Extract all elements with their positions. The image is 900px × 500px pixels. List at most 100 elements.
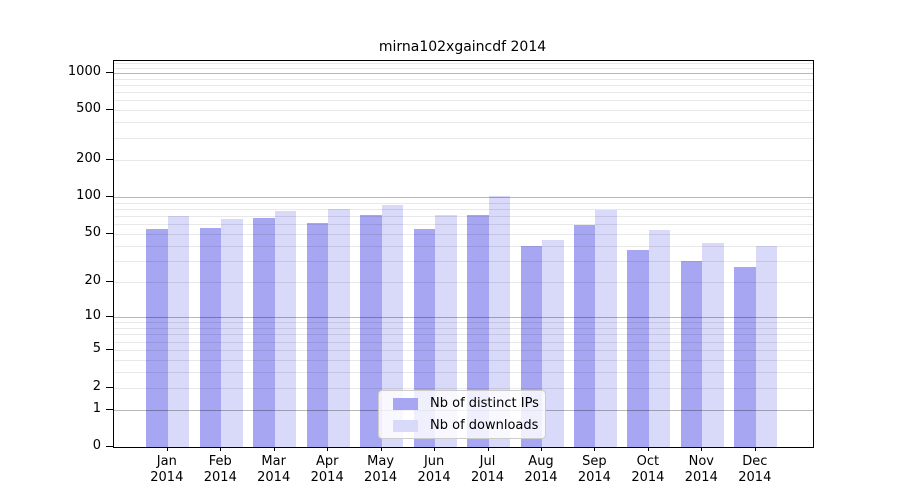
y-tick-mark: [106, 109, 113, 111]
x-tick-label: Jul 2014: [461, 454, 515, 486]
x-tick-label: Feb 2014: [193, 454, 247, 486]
bar-distinct-ips-jul: [467, 215, 489, 447]
x-tick-label: Jan 2014: [140, 454, 194, 486]
x-tick-label: Apr 2014: [300, 454, 354, 486]
minor-gridline: [114, 110, 813, 112]
x-tick-mark: [273, 447, 275, 451]
y-tick-mark: [106, 316, 113, 318]
minor-gridline: [114, 371, 813, 373]
y-tick-label: 1000: [67, 63, 101, 79]
x-tick-month: Apr: [315, 454, 339, 469]
x-tick-year: 2014: [524, 470, 558, 485]
y-tick-mark: [106, 386, 113, 388]
bar-distinct-ips-nov: [680, 261, 703, 447]
major-gridline: [114, 317, 813, 319]
legend: Nb of distinct IPs Nb of downloads: [378, 390, 546, 439]
minor-gridline: [114, 282, 813, 284]
bar-downloads-dec: [755, 245, 778, 447]
minor-gridline: [114, 245, 813, 247]
minor-gridline: [114, 224, 813, 226]
x-tick-year: 2014: [364, 470, 398, 485]
y-tick-label: 10: [84, 308, 101, 324]
minor-gridline: [114, 322, 813, 324]
x-tick-year: 2014: [631, 470, 665, 485]
x-tick-year: 2014: [577, 470, 611, 485]
x-tick-label: Jun 2014: [407, 454, 461, 486]
y-tick-label: 100: [76, 188, 101, 203]
x-tick-label: Sep 2014: [567, 454, 621, 486]
bar-downloads-mar: [274, 211, 297, 447]
y-tick-mark: [106, 446, 113, 447]
x-tick-month: Jul: [479, 454, 496, 469]
bar-downloads-sep: [595, 209, 617, 447]
y-tick-label: 2: [92, 378, 101, 394]
bar-downloads-feb: [221, 219, 243, 447]
minor-gridline: [114, 67, 813, 69]
x-tick-label: May 2014: [354, 454, 408, 486]
y-tick-label: 0: [92, 438, 101, 453]
minor-gridline: [114, 349, 813, 351]
minor-gridline: [114, 261, 813, 262]
minor-gridline: [114, 234, 813, 235]
x-tick-month: Feb: [208, 454, 232, 469]
x-tick-month: Aug: [528, 454, 554, 469]
y-tick-label: 200: [76, 150, 101, 166]
y-tick-mark: [106, 348, 113, 350]
x-tick-label: Aug 2014: [514, 454, 568, 486]
minor-gridline: [114, 359, 813, 361]
x-tick-month: Oct: [636, 454, 660, 469]
bar-downloads-apr: [328, 209, 350, 447]
x-tick-mark: [647, 447, 649, 451]
legend-entry-distinct-ips: Nb of distinct IPs: [393, 395, 545, 413]
minor-gridline: [114, 92, 813, 94]
bar-distinct-ips-dec: [734, 266, 756, 447]
x-tick-year: 2014: [310, 470, 344, 485]
x-tick-month: Sep: [582, 454, 607, 469]
y-tick-mark: [106, 71, 113, 73]
minor-gridline: [114, 216, 813, 218]
bar-distinct-ips-jan: [146, 228, 168, 447]
y-tick-mark: [106, 196, 113, 197]
x-tick-year: 2014: [684, 470, 718, 485]
bar-distinct-ips-feb: [199, 228, 222, 447]
x-tick-mark: [327, 447, 329, 451]
x-tick-year: 2014: [257, 470, 291, 485]
y-tick-mark: [106, 233, 113, 234]
bar-distinct-ips-oct: [627, 250, 649, 447]
x-tick-year: 2014: [203, 470, 237, 485]
x-tick-month: May: [367, 454, 395, 469]
x-tick-year: 2014: [738, 470, 772, 485]
x-tick-label: Mar 2014: [247, 454, 301, 486]
distinct-ips-label: Nb of distinct IPs: [430, 396, 539, 411]
bar-downloads-oct: [648, 229, 671, 447]
minor-gridline: [114, 84, 813, 86]
x-tick-year: 2014: [470, 470, 505, 485]
x-tick-label: Oct 2014: [621, 454, 675, 486]
y-tick-mark: [106, 281, 113, 283]
minor-gridline: [114, 341, 813, 343]
x-tick-mark: [487, 447, 489, 451]
y-tick-label: 20: [84, 273, 101, 289]
x-tick-mark: [380, 447, 382, 451]
bar-downloads-aug: [542, 239, 564, 447]
y-tick-label: 50: [84, 225, 101, 240]
y-tick-mark: [106, 408, 113, 410]
y-tick-label: 1: [92, 400, 101, 416]
major-gridline: [114, 197, 813, 198]
legend-entry-downloads: Nb of downloads: [393, 417, 545, 435]
minor-gridline: [114, 209, 813, 210]
y-tick-label: 5: [92, 340, 101, 356]
bar-downloads-jan: [167, 216, 190, 447]
bar-distinct-ips-sep: [573, 225, 596, 447]
minor-gridline: [114, 78, 813, 80]
chart-title: mirna102xgaincdf 2014: [378, 39, 547, 55]
bar-downloads-may: [381, 205, 404, 447]
bar-downloads-nov: [702, 243, 724, 447]
bar-distinct-ips-may: [360, 215, 382, 447]
x-tick-month: Nov: [688, 454, 714, 469]
x-tick-month: Jun: [423, 454, 445, 469]
y-tick-label: 500: [76, 101, 101, 117]
x-tick-mark: [594, 447, 596, 451]
minor-gridline: [114, 137, 813, 139]
